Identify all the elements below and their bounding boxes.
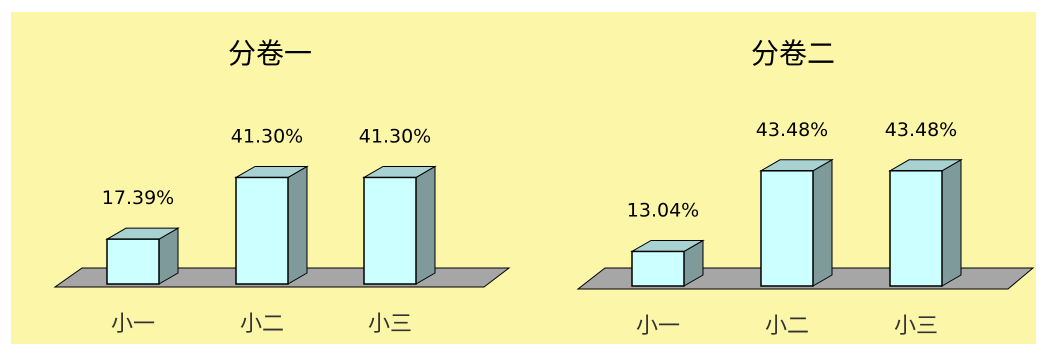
chart-1-value-label-2: 41.30% bbox=[231, 125, 303, 147]
chart-2-value-label-1: 13.04% bbox=[627, 199, 699, 221]
chart-2-bar-2 bbox=[760, 170, 814, 287]
chart-1-title: 分卷一 bbox=[228, 37, 312, 70]
chart-1-value-label-3: 41.30% bbox=[359, 125, 431, 147]
chart-2-title: 分卷二 bbox=[751, 37, 835, 70]
chart-2-value-label-2: 43.48% bbox=[756, 119, 828, 141]
chart-background bbox=[11, 12, 1036, 344]
chart-2-bar-side-2 bbox=[812, 158, 833, 287]
chart-1-bar-side-3 bbox=[415, 165, 436, 285]
chart-2-value-label-3: 43.48% bbox=[885, 119, 957, 141]
chart-2-category-label-1: 小一 bbox=[636, 314, 680, 339]
chart-1-value-label-1: 17.39% bbox=[102, 187, 174, 209]
chart-1-category-label-2: 小二 bbox=[240, 312, 284, 337]
chart-1-bar-2 bbox=[235, 176, 289, 285]
chart-1-category-label-3: 小三 bbox=[368, 312, 412, 337]
chart-1-bar-side-2 bbox=[287, 165, 308, 285]
chart-2-bar-1 bbox=[631, 250, 685, 287]
chart-1-bar-1 bbox=[106, 238, 160, 285]
chart-2-category-label-3: 小三 bbox=[894, 314, 938, 339]
chart-2-bar-side-3 bbox=[941, 158, 962, 287]
chart-1-bar-3 bbox=[363, 176, 417, 285]
chart-2-bar-3 bbox=[889, 170, 943, 287]
chart-2-category-label-2: 小二 bbox=[765, 314, 809, 339]
chart-1-category-label-1: 小一 bbox=[111, 312, 155, 337]
